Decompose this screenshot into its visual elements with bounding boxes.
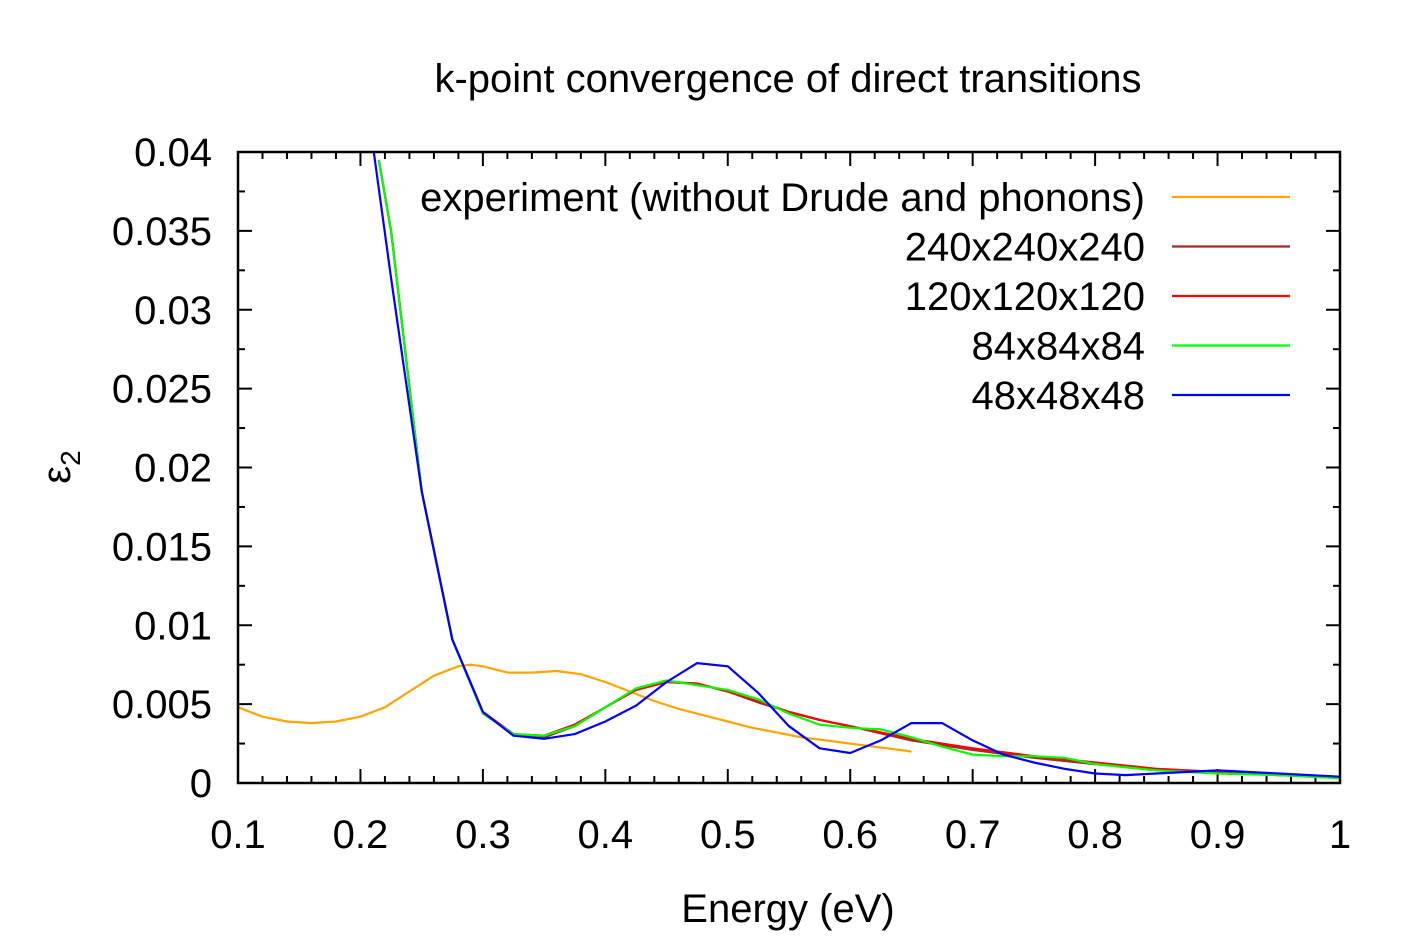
x-tick-label: 0.7 [945,813,1001,857]
y-tick-label: 0.015 [112,525,212,569]
y-tick-label: 0.02 [134,447,212,491]
y-tick-label: 0.005 [112,683,212,727]
legend-label-3: 84x84x84 [972,325,1145,369]
x-tick-label: 0.6 [822,813,878,857]
y-tick-label: 0.01 [134,604,212,648]
y-tick-label: 0 [190,762,212,806]
x-tick-label: 0.3 [455,813,511,857]
y-tick-label: 0.035 [112,210,212,254]
y-axis-label: ε2 [35,450,86,483]
legend-label-1: 240x240x240 [905,226,1145,270]
x-tick-label: 0.9 [1190,813,1246,857]
chart-title: k-point convergence of direct transition… [434,57,1141,101]
series-line-4 [372,152,1340,778]
legend: experiment (without Drude and phonons) 24… [420,176,1290,418]
y-axis-tick-labels: 0 0.005 0.01 0.015 0.02 0.025 0.03 0.035 0.04 [112,131,212,806]
x-tick-label: 0.5 [700,813,756,857]
x-tick-label: 0.2 [333,813,389,857]
series-line-0 [238,663,912,753]
y-tick-label: 0.04 [134,131,212,175]
legend-label-4: 48x48x48 [972,374,1145,418]
y-axis-label-subscript: 2 [55,450,86,466]
plot-frame [236,150,1342,785]
x-axis-label: Energy (eV) [681,887,894,931]
x-tick-label: 0.8 [1067,813,1123,857]
x-tick-label: 1 [1329,813,1351,857]
y-tick-label: 0.025 [112,368,212,412]
x-tick-label: 0.1 [210,813,266,857]
series-lines [238,152,1340,780]
series-line-2 [377,159,1340,778]
legend-label-0: experiment (without Drude and phonons) [420,176,1145,220]
legend-label-2: 120x120x120 [905,275,1145,319]
y-tick-label: 0.03 [134,289,212,333]
x-axis-tick-labels: 0.1 0.2 0.3 0.4 0.5 0.6 0.7 0.8 0.9 1 [210,813,1351,857]
x-tick-label: 0.4 [578,813,634,857]
y-axis-label-symbol: ε [35,466,79,484]
series-line-1 [377,159,1340,778]
series-line-3 [377,159,1340,780]
